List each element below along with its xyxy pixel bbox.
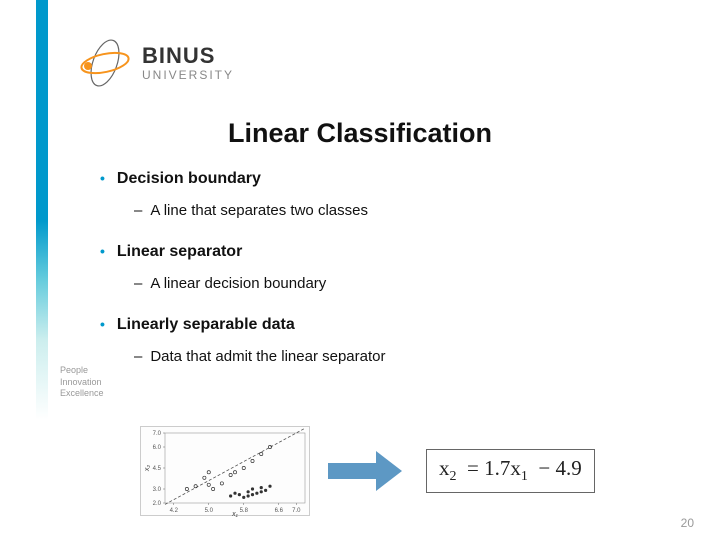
- equation: x2 = 1.7x1 − 4.9: [426, 449, 595, 492]
- bullet-1: • Decision boundary: [100, 170, 660, 188]
- dash-icon: –: [134, 348, 142, 365]
- svg-text:x₁: x₁: [231, 511, 239, 517]
- bullet-3-label: Linearly separable data: [117, 316, 295, 334]
- bullet-1-sub-text: A line that separates two classes: [150, 202, 368, 219]
- bullet-dot-icon: •: [100, 170, 105, 186]
- bullet-2-sub-text: A linear decision boundary: [150, 275, 326, 292]
- eq-lhs-sub: 2: [450, 470, 457, 485]
- bullet-3-sub-text: Data that admit the linear separator: [150, 348, 385, 365]
- bullet-dot-icon: •: [100, 316, 105, 332]
- logo-icon: [78, 36, 132, 90]
- bullet-dot-icon: •: [100, 243, 105, 259]
- sidebar-gradient: [36, 220, 48, 420]
- svg-text:5.0: 5.0: [205, 508, 214, 514]
- logo-name: BINUS: [142, 44, 234, 67]
- bullet-3: • Linearly separable data: [100, 316, 660, 334]
- page-title: Linear Classification: [228, 118, 492, 149]
- content: • Decision boundary –A line that separat…: [100, 170, 660, 389]
- svg-text:4.5: 4.5: [153, 466, 162, 472]
- sidebar-accent: [0, 0, 48, 540]
- svg-text:3.0: 3.0: [153, 487, 162, 493]
- sidebar-bar: [36, 0, 48, 220]
- svg-text:x₂: x₂: [144, 465, 151, 473]
- figure-row: 4.2 5.0 5.8 6.6 7.0 2.0 3.0 4.5 6.0 7.0 x₁ x₂ x2 = …: [140, 426, 595, 516]
- tagline-3: Excellence: [60, 388, 104, 400]
- svg-text:5.8: 5.8: [240, 508, 249, 514]
- logo-sub: UNIVERSITY: [142, 69, 234, 82]
- slide-number: 20: [681, 516, 694, 530]
- bullet-2: • Linear separator: [100, 243, 660, 261]
- bullet-1-sub: –A line that separates two classes: [134, 202, 660, 219]
- svg-text:6.0: 6.0: [153, 445, 162, 451]
- svg-text:2.0: 2.0: [153, 501, 162, 507]
- svg-text:4.2: 4.2: [170, 508, 179, 514]
- dash-icon: –: [134, 202, 142, 219]
- eq-lhs-var: x: [439, 456, 450, 480]
- tagline: People Innovation Excellence: [60, 365, 104, 400]
- eq-slope: 1.7: [484, 456, 510, 480]
- bullet-2-label: Linear separator: [117, 243, 242, 261]
- bullet-1-label: Decision boundary: [117, 170, 261, 188]
- eq-rhs-var: x: [510, 456, 521, 480]
- logo: BINUS UNIVERSITY: [78, 24, 278, 102]
- eq-intercept: 4.9: [555, 456, 581, 480]
- svg-text:7.0: 7.0: [292, 508, 301, 514]
- tagline-2: Innovation: [60, 377, 104, 389]
- svg-text:7.0: 7.0: [153, 431, 162, 437]
- svg-text:6.6: 6.6: [275, 508, 284, 514]
- scatter-plot: 4.2 5.0 5.8 6.6 7.0 2.0 3.0 4.5 6.0 7.0 x₁ x₂: [140, 426, 310, 516]
- tagline-1: People: [60, 365, 104, 377]
- arrow-icon: [328, 451, 408, 491]
- dash-icon: –: [134, 275, 142, 292]
- logo-text: BINUS UNIVERSITY: [142, 44, 234, 82]
- bullet-2-sub: –A linear decision boundary: [134, 275, 660, 292]
- eq-rhs-sub: 1: [521, 470, 528, 485]
- bullet-3-sub: –Data that admit the linear separator: [134, 348, 660, 365]
